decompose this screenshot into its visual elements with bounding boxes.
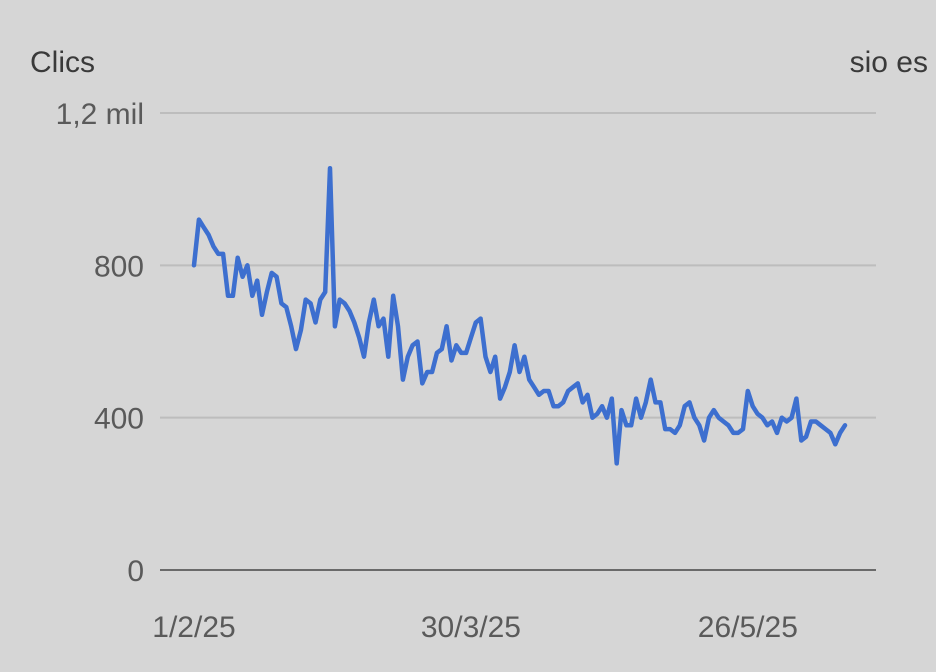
series-label-clicks: Clics bbox=[30, 46, 95, 79]
x-tick-label: 26/5/25 bbox=[698, 611, 798, 644]
series-line-clicks bbox=[191, 165, 848, 466]
x-tick-label: 1/2/25 bbox=[152, 611, 235, 644]
y-tick-label: 800 bbox=[94, 250, 144, 283]
x-tick-label: 30/3/25 bbox=[421, 611, 521, 644]
y-tick-label: 0 bbox=[127, 555, 144, 588]
y-tick-label: 400 bbox=[94, 403, 144, 436]
series-label-impressions: sio es bbox=[849, 46, 928, 79]
y-tick-label: 1,2 mil bbox=[56, 98, 144, 131]
